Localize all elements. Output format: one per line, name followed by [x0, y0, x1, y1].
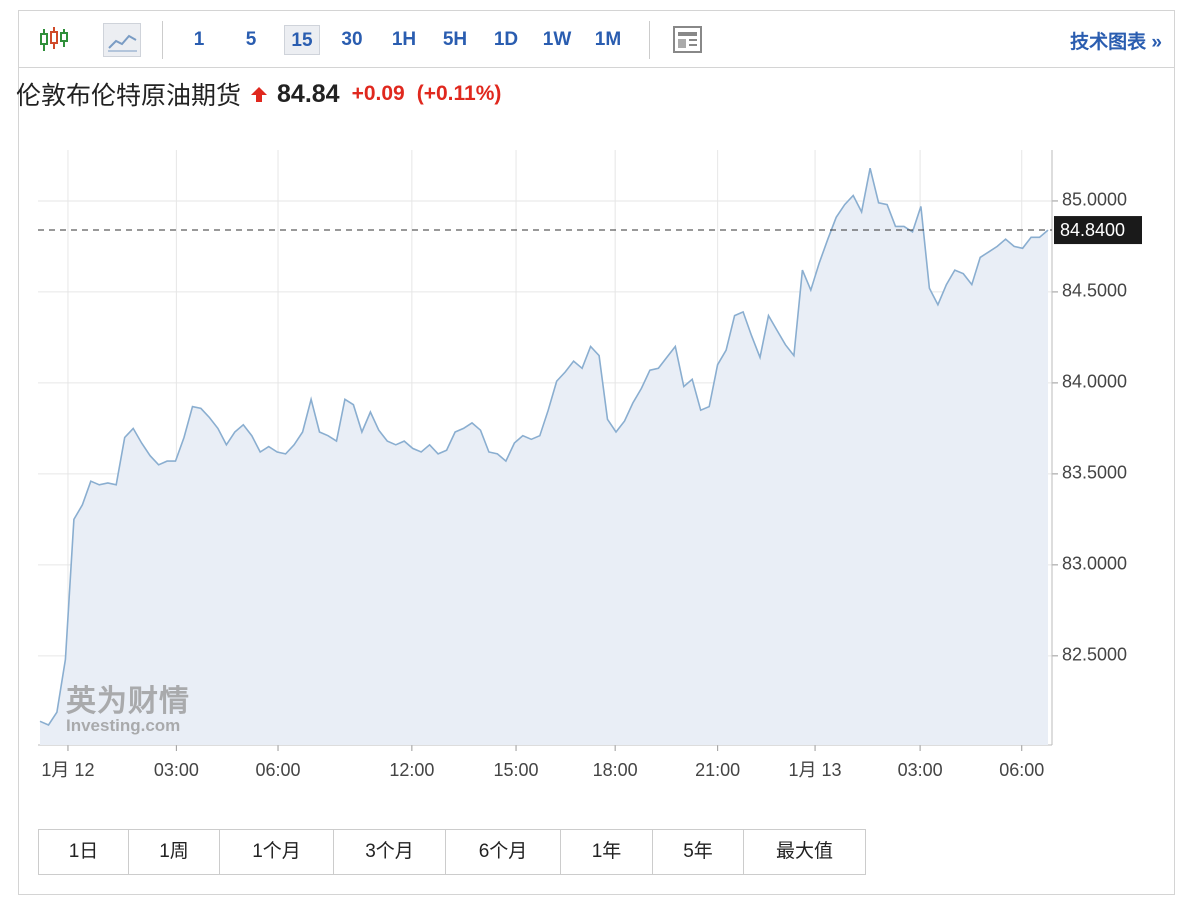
instrument-title: 伦敦布伦特原油期货 — [16, 82, 242, 110]
watermark-brand: 英为财情 — [66, 685, 190, 718]
interval-button[interactable]: 1W — [542, 29, 572, 50]
y-tick-label: 82.5000 — [1062, 645, 1127, 665]
up-arrow — [251, 87, 268, 102]
range-button[interactable]: 1周 — [129, 830, 220, 874]
range-button[interactable]: 6个月 — [446, 830, 561, 874]
y-tick-label: 85.0000 — [1062, 190, 1127, 210]
change-percent: (+0.11%) — [416, 82, 502, 105]
x-tick-label: 1月 13 — [789, 760, 842, 780]
range-button[interactable]: 3个月 — [334, 830, 446, 874]
x-tick-label: 1月 12 — [41, 760, 94, 780]
change: +0.09 — [351, 82, 405, 105]
line-icon[interactable] — [103, 23, 141, 57]
interval-button[interactable]: 30 — [341, 29, 363, 50]
widget-frame: 1 5 15 30 1H 5H 1D 1W 1M 技术图表 » — [18, 10, 1175, 895]
range-button[interactable]: 最大值 — [775, 841, 833, 862]
watermark: 英为财情 Investing.com — [66, 676, 190, 736]
last-price-label: 84.8400 — [1060, 220, 1125, 240]
watermark-site: Investing.com — [66, 716, 181, 735]
toolbar: 1 5 15 30 1H 5H 1D 1W 1M 技术图表 » — [19, 11, 1174, 68]
separator — [162, 21, 163, 59]
x-tick-label: 06:00 — [256, 760, 301, 780]
area — [40, 168, 1048, 745]
technical-chart-link[interactable]: 技术图表 » — [1070, 32, 1162, 53]
range-button[interactable]: 1年 — [561, 830, 653, 874]
candle-icon[interactable] — [39, 25, 69, 55]
range-button[interactable]: 1个月 — [220, 830, 334, 874]
x-tick-label: 18:00 — [593, 760, 638, 780]
quote-header: 伦敦布伦特原油期货 84.84 +0.09 (+0.11%) — [16, 76, 501, 112]
interval-button[interactable]: 15 — [284, 25, 320, 55]
interval-button[interactable]: 1 — [193, 29, 205, 50]
y-tick-label: 83.0000 — [1062, 554, 1127, 574]
interval-button[interactable]: 1D — [493, 29, 519, 50]
separator — [649, 21, 650, 59]
range-button[interactable]: 5年 — [653, 830, 744, 874]
news-icon[interactable] — [672, 25, 704, 55]
range-selector: 1日 1周 1个月 3个月 6个月 1年 5年 最大值 — [38, 829, 866, 875]
y-tick-label: 83.5000 — [1062, 463, 1127, 483]
price-line — [39, 168, 1049, 727]
x-tick-label: 06:00 — [999, 760, 1044, 780]
last-price-box — [1054, 216, 1142, 245]
x-tick-label: 21:00 — [695, 760, 740, 780]
x-tick-label: 12:00 — [389, 760, 434, 780]
x-tick-label: 03:00 — [898, 760, 943, 780]
range-button[interactable]: 1日 — [39, 830, 129, 874]
x-tick-label: 15:00 — [494, 760, 539, 780]
y-tick-label: 84.0000 — [1062, 372, 1127, 392]
y-tick-label: 84.5000 — [1062, 281, 1127, 301]
interval-button[interactable]: 1M — [594, 29, 622, 50]
x-tick-label: 03:00 — [154, 760, 199, 780]
price: 84.84 — [277, 79, 340, 108]
interval-button[interactable]: 5H — [442, 29, 468, 50]
interval-button[interactable]: 5 — [245, 29, 257, 50]
interval-button[interactable]: 1H — [391, 29, 417, 50]
